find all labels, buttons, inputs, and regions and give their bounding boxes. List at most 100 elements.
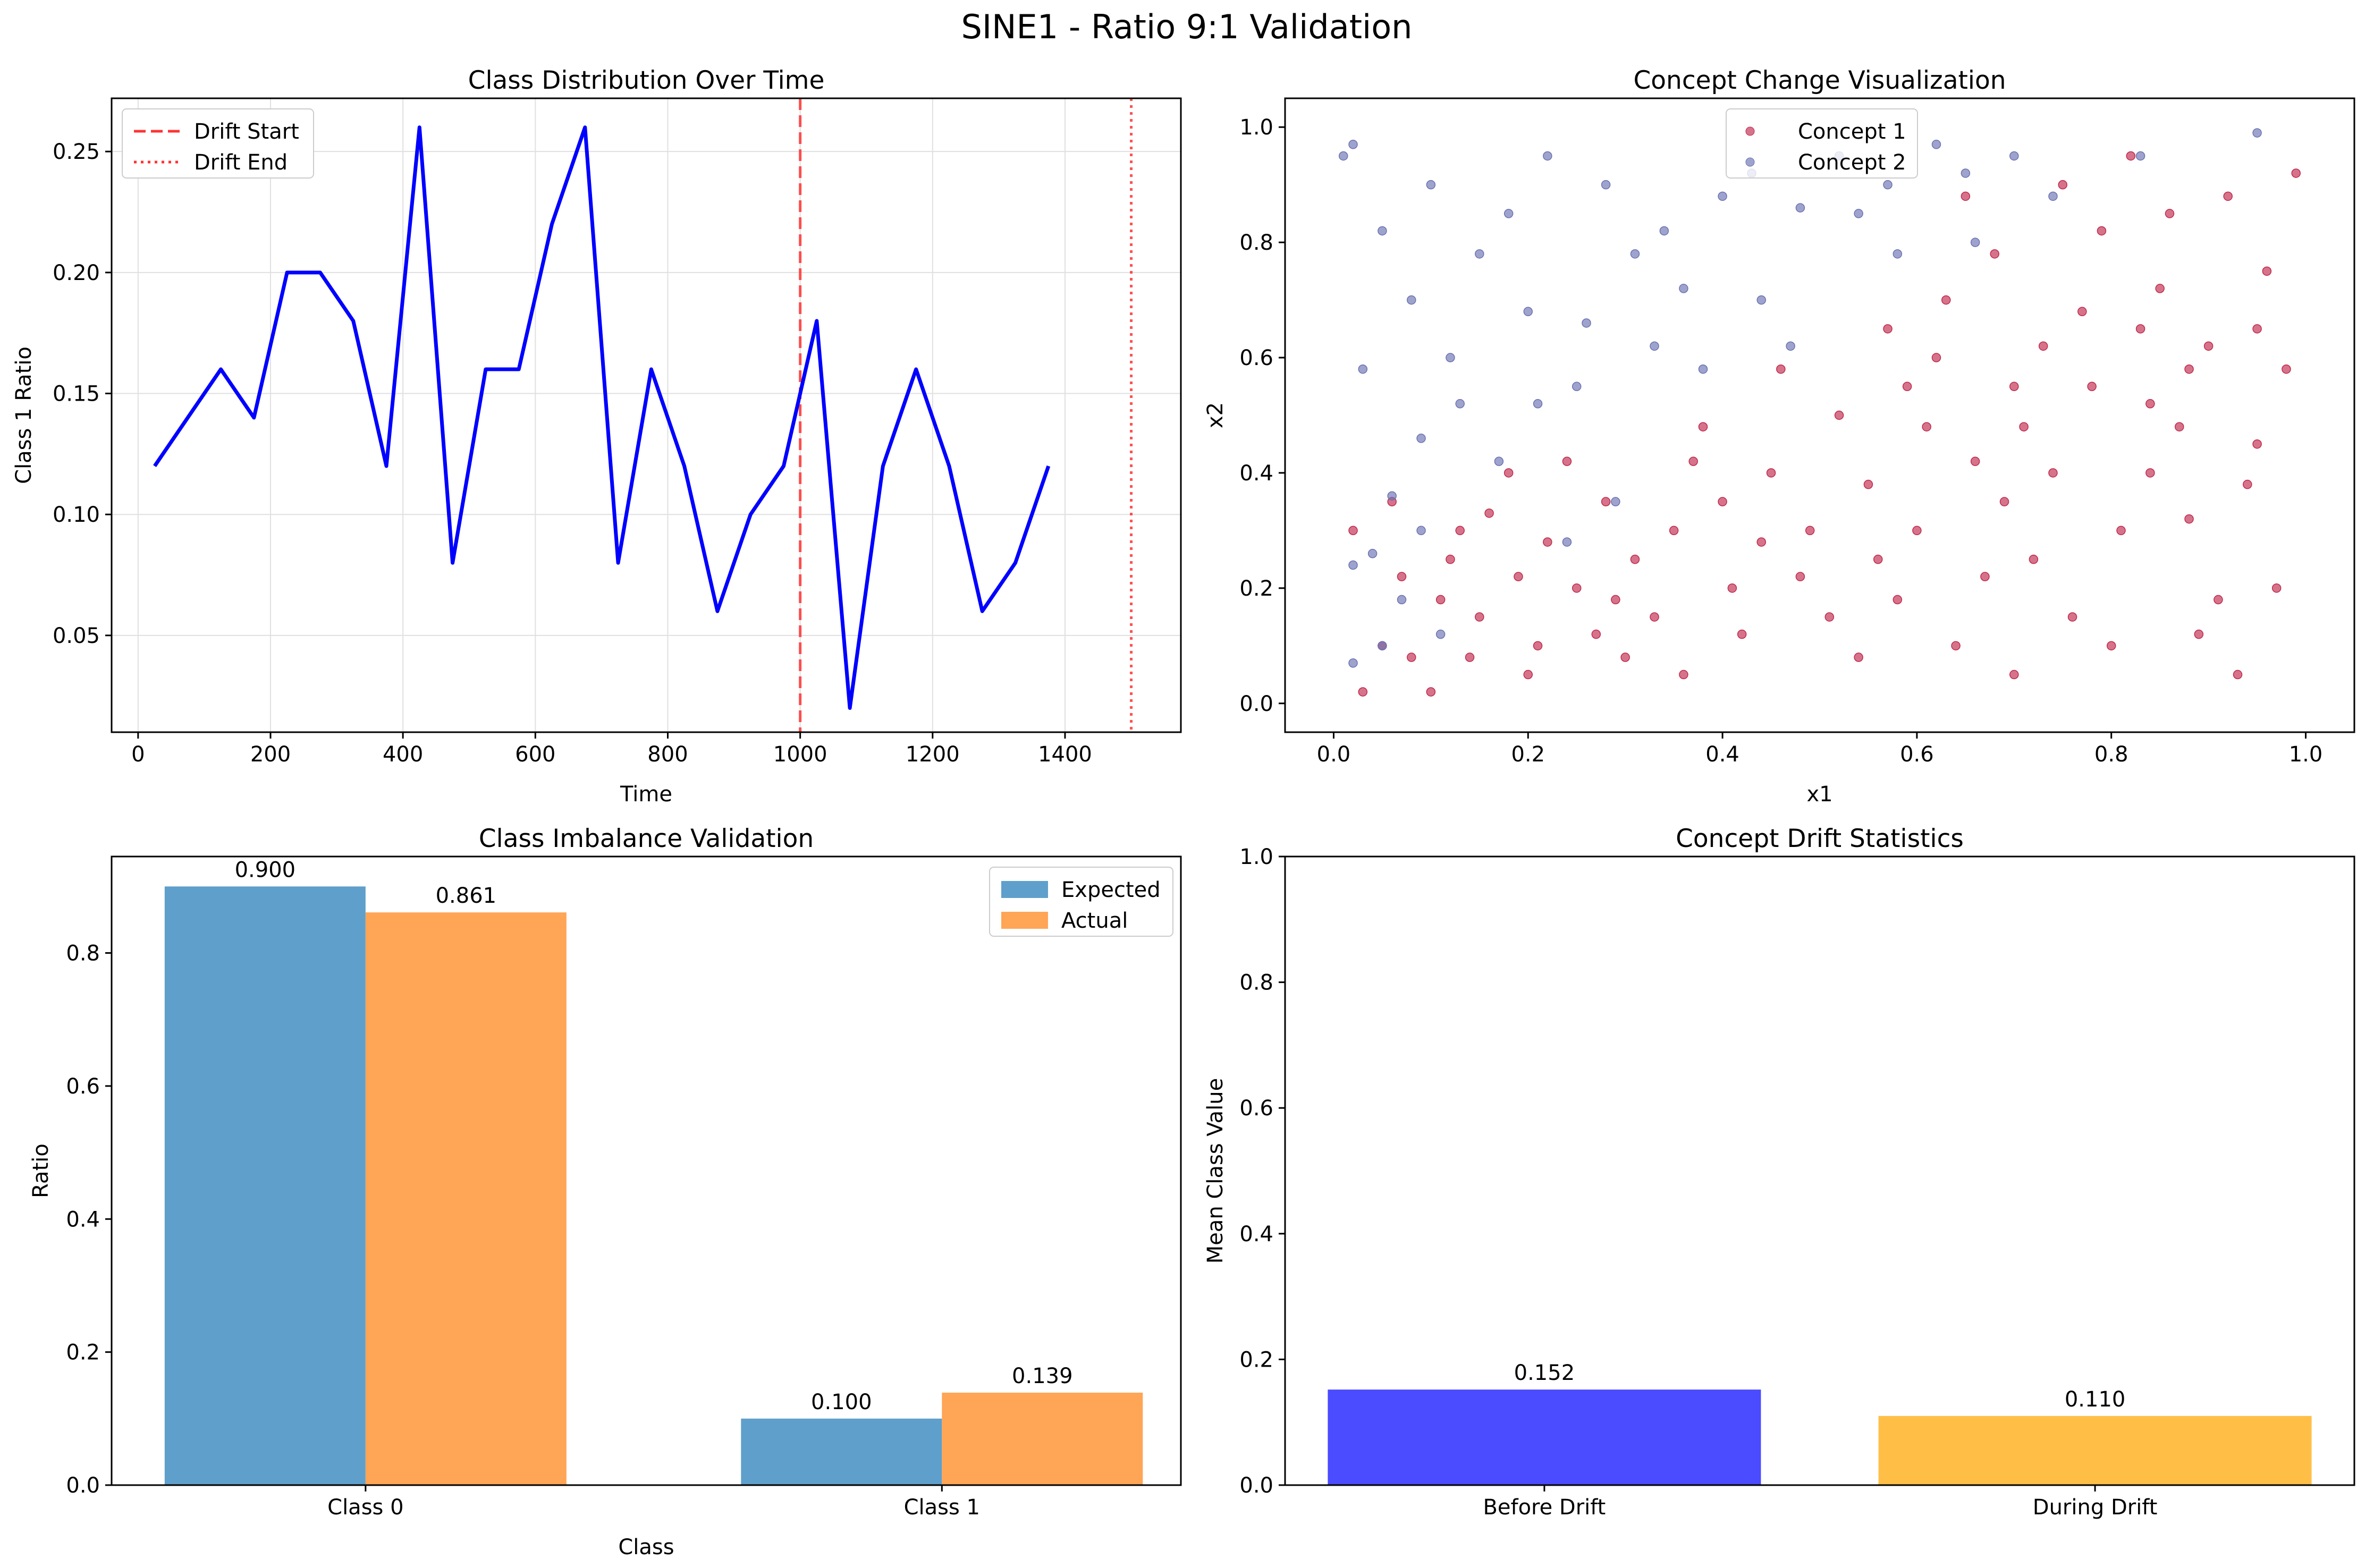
- y-tick-label: 0.2: [1239, 1347, 1273, 1372]
- scatter-point-concept-2: [1611, 497, 1620, 506]
- scatter-point-concept-2: [1931, 140, 1941, 149]
- scatter-point-concept-2: [2048, 191, 2058, 201]
- y-tick-label: 0.6: [1239, 1096, 1273, 1121]
- scatter-point-concept-1: [1776, 364, 1786, 374]
- scatter-point-concept-2: [1446, 353, 1455, 362]
- scatter-point-concept-2: [1601, 180, 1611, 190]
- scatter-point-concept-1: [1718, 497, 1727, 506]
- scatter-point-concept-2: [1358, 364, 1368, 374]
- scatter-point-concept-1: [1961, 191, 1971, 201]
- bar-actual-class-0: [365, 912, 567, 1485]
- x-tick-label: 0.2: [1511, 742, 1545, 767]
- legend-label: Expected: [1061, 878, 1161, 902]
- scatter-point-concept-1: [2009, 382, 2019, 392]
- y-tick-label: 0.0: [66, 1473, 100, 1498]
- y-axis-label: x2: [1203, 402, 1228, 428]
- scatter-point-concept-2: [1698, 364, 1708, 374]
- scatter-point-concept-1: [2243, 479, 2252, 489]
- axes-frame: [1284, 855, 2355, 1486]
- scatter-point-concept-1: [1893, 595, 1903, 605]
- scatter-point-concept-1: [1455, 526, 1465, 536]
- class-imbalance-bar-chart: 0.0 0.2 0.4 0.6 0.8 Class 0 0.900 0.861 Class 1 0…: [29, 824, 1182, 1559]
- scatter-point-concept-2: [1475, 249, 1484, 259]
- y-tick-label: 0.6: [66, 1074, 100, 1099]
- y-tick-label: 1.0: [1239, 845, 1273, 869]
- scatter-point-concept-2: [1756, 295, 1767, 305]
- scatter-point-concept-1: [2038, 341, 2048, 351]
- scatter-point-concept-2: [1533, 399, 1543, 409]
- y-tick-label: 0.2: [66, 1341, 100, 1365]
- scatter-point-concept-2: [1961, 168, 1971, 178]
- legend-swatch: [1745, 126, 1755, 136]
- scatter-point-concept-1: [2155, 284, 2165, 293]
- legend-box: [1726, 108, 1918, 179]
- x-tick-label: 0.4: [1705, 742, 1739, 767]
- bar-value-label: 0.139: [1012, 1364, 1073, 1388]
- y-axis-label: Class 1 Ratio: [12, 346, 36, 484]
- scatter-point-concept-1: [1902, 382, 1912, 392]
- scatter-point-concept-2: [2009, 151, 2019, 161]
- scatter-point-concept-1: [1611, 595, 1620, 605]
- scatter-point-concept-1: [1951, 641, 1961, 651]
- x-tick-label: 1000: [773, 742, 827, 767]
- scatter-point-concept-2: [1883, 180, 1893, 190]
- legend-swatch: [1001, 881, 1048, 898]
- y-tick-label: 0.0: [1239, 1473, 1273, 1498]
- scatter-point-concept-1: [1650, 612, 1659, 622]
- scatter-point-concept-2: [1650, 341, 1659, 351]
- x-tick-label: Before Drift: [1483, 1495, 1606, 1520]
- scatter-point-concept-2: [1718, 191, 1727, 201]
- concept-drift-bar-chart: 0.0 0.2 0.4 0.6 0.8 1.0 Before Drift 0.152 Durin…: [1203, 824, 2355, 1520]
- y-axis-label: Mean Class Value: [1203, 1078, 1228, 1264]
- x-tick-label: 0.8: [2094, 742, 2128, 767]
- scatter-point-concept-1: [2126, 151, 2136, 161]
- scatter-point-concept-2: [1572, 382, 1582, 392]
- scatter-point-concept-1: [2087, 382, 2097, 392]
- bar-value-label: 0.152: [1514, 1361, 1575, 1385]
- y-tick-label: 0.25: [53, 140, 100, 164]
- chart-title: Class Distribution Over Time: [468, 66, 825, 95]
- scatter-point-concept-1: [2048, 468, 2058, 478]
- scatter-point-concept-2: [1378, 641, 1387, 651]
- scatter-point-concept-1: [1980, 572, 1990, 581]
- scatter-point-concept-1: [1426, 687, 1436, 697]
- axes-frame: [1284, 97, 2355, 733]
- scatter-point-concept-1: [1601, 497, 1611, 506]
- scatter-point-concept-1: [1679, 669, 1688, 680]
- scatter-point-concept-1: [1941, 295, 1951, 305]
- scatter-point-concept-1: [2116, 526, 2126, 536]
- scatter-point-concept-1: [1756, 537, 1767, 547]
- scatter-point-concept-2: [1378, 226, 1387, 236]
- scatter-point-concept-1: [1912, 526, 1922, 536]
- scatter-point-concept-1: [1863, 479, 1873, 489]
- scatter-point-concept-1: [1970, 456, 1980, 467]
- scatter-point-concept-1: [1698, 422, 1708, 431]
- scatter-point-concept-2: [1407, 295, 1416, 305]
- scatter-point-concept-2: [1416, 434, 1426, 443]
- scatter-point-concept-2: [1659, 226, 1669, 236]
- bar-expected-class-1: [741, 1418, 942, 1485]
- scatter-point-concept-1: [2233, 669, 2243, 680]
- x-tick-label: Class 1: [904, 1495, 980, 1520]
- scatter-point-concept-1: [1824, 612, 1835, 622]
- axes-frame: [111, 855, 1182, 1486]
- y-tick-label: 0.4: [1239, 461, 1273, 486]
- scatter-point-concept-2: [1630, 249, 1640, 259]
- scatter-point-concept-1: [1620, 652, 1630, 662]
- scatter-point-concept-2: [1562, 537, 1572, 547]
- scatter-point-concept-1: [2009, 669, 2019, 680]
- scatter-point-concept-1: [1834, 410, 1844, 420]
- x-tick-label: 1400: [1038, 742, 1092, 767]
- scatter-point-concept-1: [2077, 307, 2087, 317]
- scatter-point-concept-2: [1494, 456, 1504, 467]
- scatter-point-concept-1: [2184, 364, 2194, 374]
- scatter-point-concept-1: [1514, 572, 1523, 581]
- scatter-point-concept-2: [1426, 180, 1436, 190]
- scatter-point-concept-2: [1543, 151, 1552, 161]
- scatter-point-concept-2: [1854, 209, 1863, 218]
- y-tick-label: 0.8: [66, 942, 100, 966]
- scatter-point-concept-1: [1766, 468, 1776, 478]
- x-tick-label: 1200: [906, 742, 960, 767]
- bar-expected-class-0: [164, 886, 366, 1485]
- scatter-point-concept-1: [2252, 439, 2262, 449]
